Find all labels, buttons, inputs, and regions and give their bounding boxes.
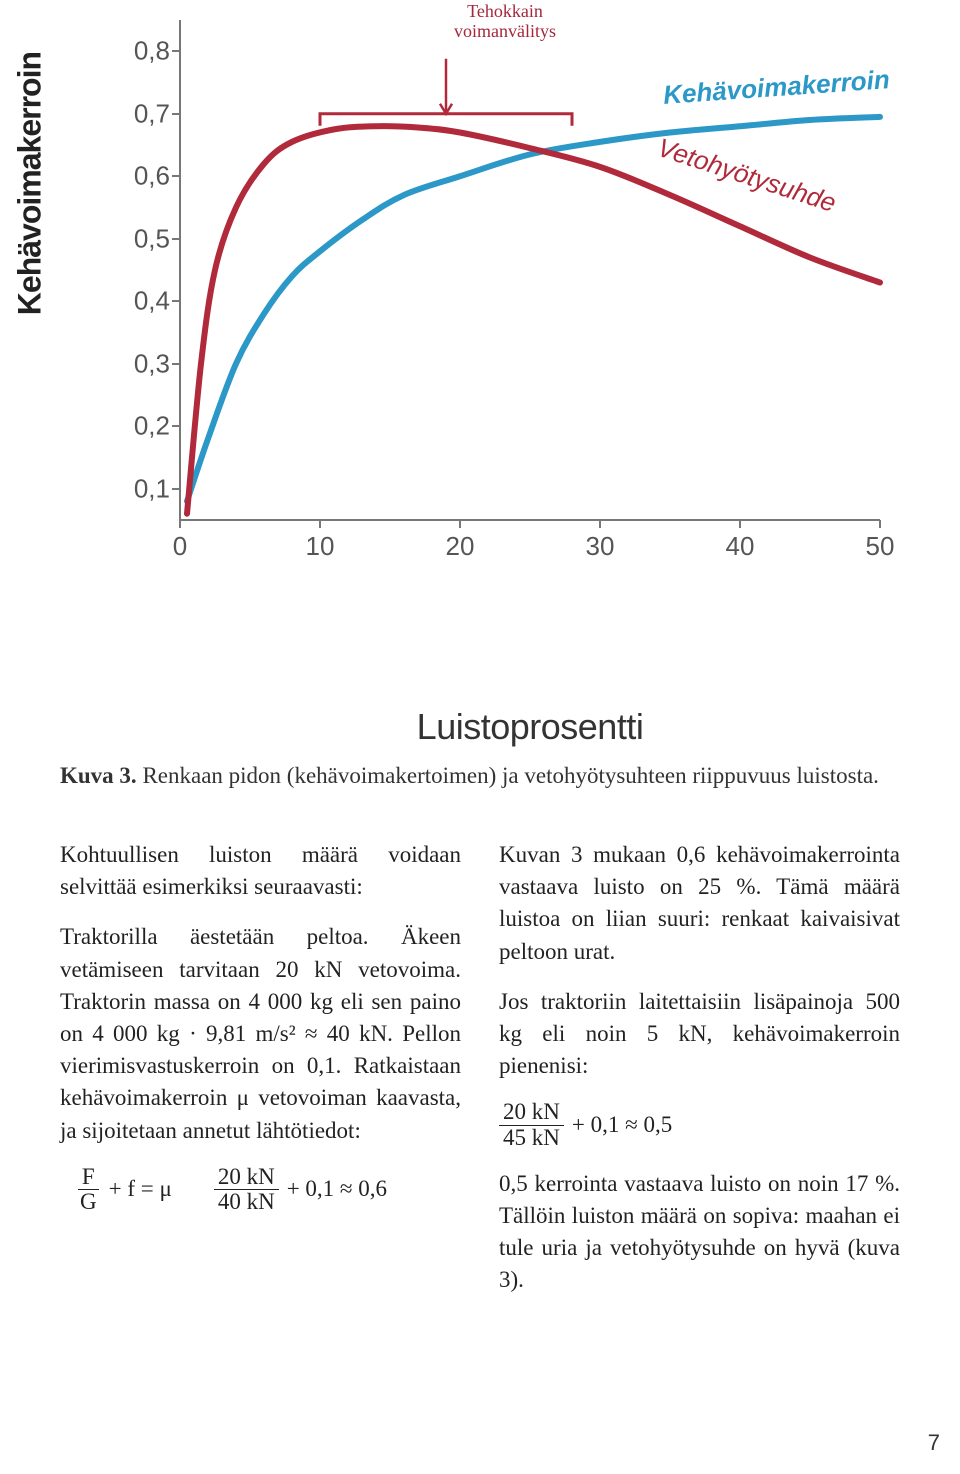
ytick-mark [172, 113, 180, 115]
page-number: 7 [928, 1430, 940, 1456]
ytick-label: 0,7 [110, 98, 170, 129]
curve-kehavoima [187, 117, 880, 501]
ytick-mark [172, 50, 180, 52]
ytick-label: 0,2 [110, 411, 170, 442]
xtick-label: 40 [726, 531, 755, 562]
xtick-mark [739, 520, 741, 528]
chart-container: Kehävoimakerroin Tehokkain voimanvälitys… [60, 10, 900, 650]
xtick-mark [459, 520, 461, 528]
d1: 40 kN [214, 1190, 279, 1214]
ytick-label: 0,6 [110, 161, 170, 192]
xtick-label: 20 [446, 531, 475, 562]
ytick-mark [172, 175, 180, 177]
left-tail: + 0,1 ≈ 0,6 [287, 1173, 387, 1205]
ytick-mark [172, 300, 180, 302]
right-p1: Kuvan 3 mukaan 0,6 kehävoimakerrointa va… [499, 839, 900, 968]
ytick-label: 0,5 [110, 223, 170, 254]
chart-svg [180, 0, 880, 520]
frac-FG: F G [76, 1165, 101, 1214]
rd: 45 kN [499, 1126, 564, 1150]
ytick-label: 0,1 [110, 473, 170, 504]
right-tail: + 0,1 ≈ 0,5 [572, 1109, 672, 1141]
right-column: Kuvan 3 mukaan 0,6 kehävoimakerrointa va… [499, 839, 900, 1314]
figure-caption: Kuva 3. Renkaan pidon (kehävoimakertoime… [60, 760, 900, 791]
frac-2040: 20 kN 40 kN [214, 1165, 279, 1214]
curve-vetohyoty [187, 126, 880, 514]
ytick-label: 0,3 [110, 348, 170, 379]
right-formula: 20 kN 45 kN + 0,1 ≈ 0,5 [499, 1100, 900, 1149]
ytick-mark [172, 488, 180, 490]
y-axis-title: Kehävoimakerroin [12, 52, 49, 315]
F-sym: F [78, 1165, 99, 1190]
left-p2: Traktorilla äestetään peltoa. Äkeen vetä… [60, 921, 461, 1146]
left-column: Kohtuullisen luiston määrä voidaan selvi… [60, 839, 461, 1314]
xtick-mark [319, 520, 321, 528]
ytick-mark [172, 363, 180, 365]
ytick-label: 0,4 [110, 286, 170, 317]
xtick-mark [179, 520, 181, 528]
left-formula: F G + f = μ 20 kN 40 kN + 0,1 ≈ 0,6 [76, 1165, 461, 1214]
xtick-label: 50 [866, 531, 895, 562]
ytick-label: 0,8 [110, 36, 170, 67]
xtick-mark [879, 520, 881, 528]
x-axis-title: Luistoprosentti [417, 706, 644, 748]
G-sym: G [76, 1190, 101, 1214]
plot-area: Tehokkain voimanvälitys Kehävoimakerroin… [180, 20, 880, 520]
xtick-label: 10 [306, 531, 335, 562]
xtick-label: 0 [173, 531, 187, 562]
plusf: + f = μ [109, 1173, 172, 1205]
body-columns: Kohtuullisen luiston määrä voidaan selvi… [60, 839, 900, 1314]
frac-2045: 20 kN 45 kN [499, 1100, 564, 1149]
ytick-mark [172, 238, 180, 240]
ytick-mark [172, 425, 180, 427]
left-p1: Kohtuullisen luiston määrä voidaan selvi… [60, 839, 461, 903]
n1: 20 kN [214, 1165, 279, 1190]
caption-text: Renkaan pidon (kehävoimakertoimen) ja ve… [137, 763, 879, 788]
rn: 20 kN [499, 1100, 564, 1125]
caption-prefix: Kuva 3. [60, 763, 137, 788]
xtick-mark [599, 520, 601, 528]
right-p3: 0,5 kerrointa vastaava luisto on noin 17… [499, 1168, 900, 1297]
right-p2: Jos traktoriin laitettaisiin lisäpainoja… [499, 986, 900, 1083]
xtick-label: 30 [586, 531, 615, 562]
